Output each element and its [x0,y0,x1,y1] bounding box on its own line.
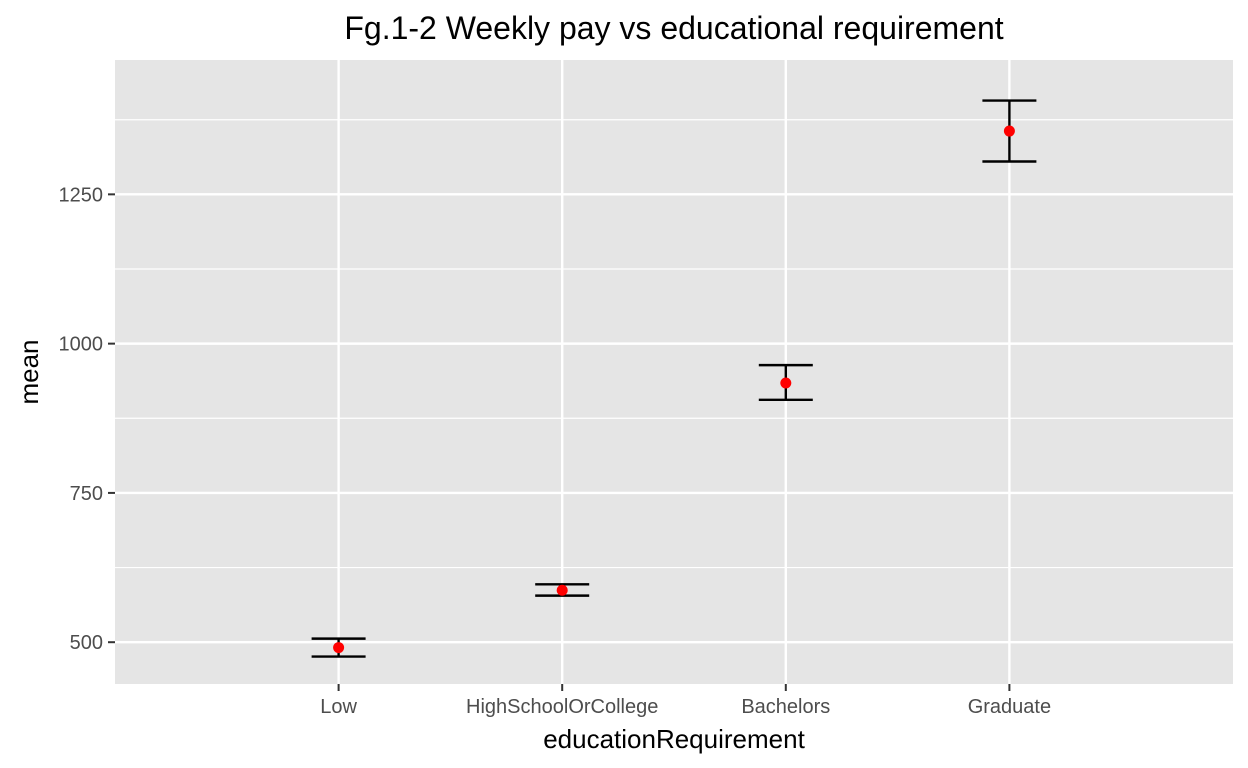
major-gridlines [115,60,1233,684]
y-tick-label: 1000 [59,334,104,356]
y-tick-label: 750 [70,483,103,505]
x-axis: Low HighSchoolOrCollege Bachelors Graduate [320,684,1051,718]
y-axis: 500 750 1000 1250 [59,184,115,654]
y-tick-label: 500 [70,632,103,654]
minor-gridlines [115,119,1233,569]
data-points [333,125,1015,654]
x-tick-label: Low [320,696,357,718]
y-axis-title: mean [14,339,44,404]
data-point [1003,125,1015,137]
data-point [556,584,568,596]
chart-title: Fg.1-2 Weekly pay vs educational require… [344,10,1003,46]
y-tick-label: 1250 [59,184,104,206]
x-axis-title: educationRequirement [543,724,805,754]
x-tick-label: HighSchoolOrCollege [466,696,658,718]
data-point [780,377,792,389]
plot-panel [115,60,1233,684]
x-tick-label: Bachelors [741,696,830,718]
x-tick-label: Graduate [968,696,1051,718]
data-point [333,642,345,654]
